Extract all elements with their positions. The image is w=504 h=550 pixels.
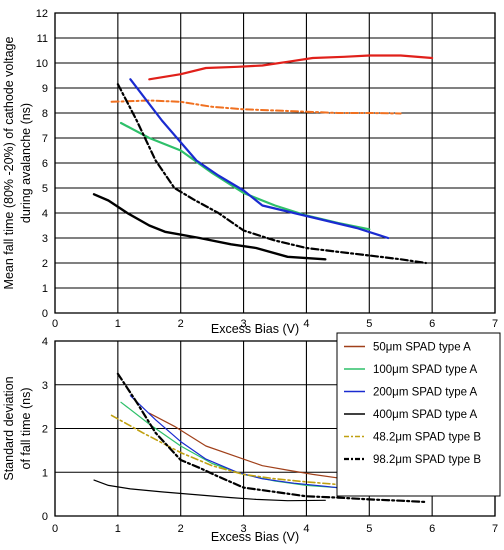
legend-entry: 200μm SPAD type A bbox=[373, 387, 478, 399]
x-axis-label: Excess Bias (V) bbox=[211, 530, 299, 544]
y-tick-label: 4 bbox=[42, 208, 48, 220]
series-line-2 bbox=[110, 99, 402, 115]
x-tick-label: 0 bbox=[52, 318, 58, 330]
x-tick-label: 7 bbox=[492, 318, 498, 330]
y-axis-label-line: during avalanche (ns) bbox=[19, 103, 33, 223]
legend-entry: 48.2μm SPAD type B bbox=[373, 432, 481, 444]
plot-frame bbox=[54, 12, 496, 314]
y-tick-label: 9 bbox=[42, 83, 48, 95]
x-tick-label: 7 bbox=[492, 523, 498, 535]
y-tick-label: 6 bbox=[42, 158, 48, 170]
y-axis-label: Standard deviation of fall time (ns) bbox=[2, 376, 33, 480]
y-axis-label-line: Mean fall time (80% -20%) of cathode vol… bbox=[2, 37, 16, 290]
y-tick-label: 8 bbox=[42, 108, 48, 120]
x-tick-label: 1 bbox=[115, 318, 121, 330]
y-tick-label: 5 bbox=[42, 183, 48, 195]
y-tick-label: 2 bbox=[42, 424, 48, 436]
std-dev-fall-time-chart: 0 1 2 3 4 5 6 7 0 1 2 3 4 Excess Bias (V) Standard dev… bbox=[2, 332, 501, 544]
y-axis-label-line: of fall time (ns) bbox=[19, 388, 33, 470]
y-axis-label-line: Standard deviation bbox=[2, 376, 16, 480]
y-tick-label: 0 bbox=[42, 308, 48, 320]
x-tick-label: 4 bbox=[303, 318, 309, 330]
x-tick-label: 4 bbox=[303, 523, 309, 535]
x-axis-label: Excess Bias (V) bbox=[211, 322, 299, 336]
series-line-6 bbox=[92, 193, 327, 261]
grid bbox=[54, 12, 496, 314]
y-tick-label: 2 bbox=[42, 258, 48, 270]
series-line-6 bbox=[116, 372, 427, 504]
x-tick-label: 2 bbox=[178, 523, 184, 535]
y-tick-label: 3 bbox=[42, 233, 48, 245]
legend: 50μm SPAD type A 100μm SPAD type A 200μm S… bbox=[336, 332, 501, 497]
series-line-4 bbox=[129, 78, 390, 240]
y-tick-label: 3 bbox=[42, 380, 48, 392]
series-line-5 bbox=[116, 83, 427, 265]
y-axis-label: Mean fall time (80% -20%) of cathode vol… bbox=[2, 37, 33, 290]
series-line-4 bbox=[93, 479, 326, 502]
x-tick-label: 5 bbox=[366, 318, 372, 330]
y-tick-label: 10 bbox=[36, 58, 48, 70]
x-tick-label: 0 bbox=[52, 523, 58, 535]
y-tick-label: 1 bbox=[42, 283, 48, 295]
y-tick-label: 0 bbox=[42, 511, 48, 523]
legend-entry: 50μm SPAD type A bbox=[373, 342, 471, 354]
x-tick-label: 5 bbox=[366, 523, 372, 535]
legend-entry: 400μm SPAD type A bbox=[373, 409, 478, 421]
y-tick-label: 11 bbox=[37, 33, 48, 45]
series-line-1 bbox=[148, 54, 434, 81]
x-tick-label: 3 bbox=[241, 318, 247, 330]
legend-entry: 98.2μm SPAD type B bbox=[373, 454, 481, 466]
y-tick-label: 1 bbox=[42, 467, 48, 479]
x-tick-label: 3 bbox=[241, 523, 247, 535]
y-tick-label: 7 bbox=[42, 133, 48, 145]
y-tick-label: 4 bbox=[42, 336, 48, 348]
x-tick-label: 6 bbox=[429, 318, 435, 330]
y-tick-label: 12 bbox=[36, 8, 48, 20]
x-tick-label: 2 bbox=[178, 318, 184, 330]
x-tick-label: 6 bbox=[429, 523, 435, 535]
legend-entry: 100μm SPAD type A bbox=[373, 364, 478, 376]
x-tick-label: 1 bbox=[115, 523, 121, 535]
